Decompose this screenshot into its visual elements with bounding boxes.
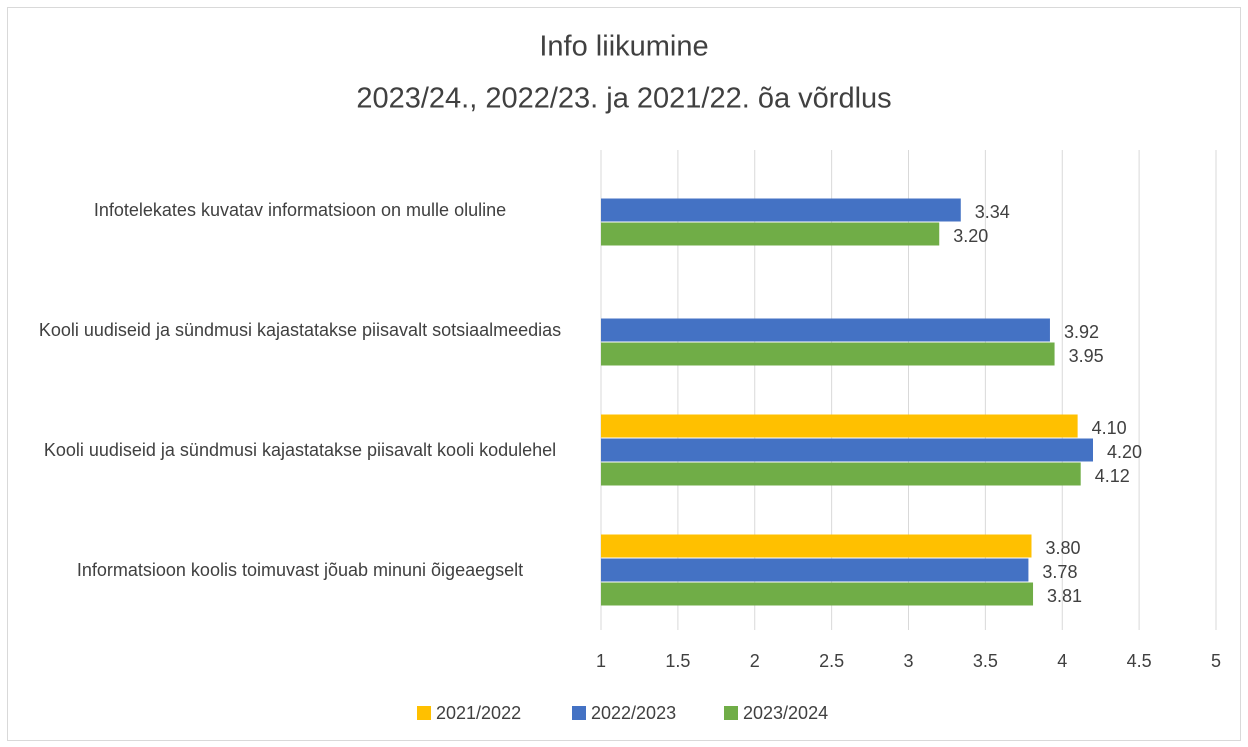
data-label: 3.34 [975, 202, 1010, 222]
data-label: 3.78 [1042, 562, 1077, 582]
data-label: 4.20 [1107, 442, 1142, 462]
chart-title: Info liikumine [539, 31, 708, 63]
legend-label: 2021/2022 [436, 703, 521, 723]
bar [601, 342, 1055, 366]
category-label: Informatsioon koolis toimuvast jõuab min… [76, 560, 524, 580]
bar [601, 534, 1032, 558]
bar [601, 438, 1093, 462]
data-label: 3.92 [1064, 322, 1099, 342]
category-label: Kooli uudiseid ja sündmusi kajastatakse … [43, 440, 557, 460]
bar [601, 198, 961, 222]
legend-swatch [417, 706, 431, 720]
legend-label: 2023/2024 [743, 703, 828, 723]
data-label: 3.80 [1046, 538, 1081, 558]
chart-subtitle: 2023/24., 2022/23. ja 2021/22. õa võrdlu… [356, 83, 891, 115]
data-label: 4.10 [1092, 418, 1127, 438]
x-tick-label: 2.5 [819, 651, 844, 671]
x-tick-label: 1.5 [665, 651, 690, 671]
legend-label: 2022/2023 [591, 703, 676, 723]
x-tick-label: 3.5 [973, 651, 998, 671]
data-label: 4.12 [1095, 466, 1130, 486]
x-tick-label: 5 [1211, 651, 1221, 671]
bar [601, 462, 1081, 486]
chart-frame [7, 7, 1241, 741]
legend-swatch [724, 706, 738, 720]
x-tick-label: 3 [903, 651, 913, 671]
x-tick-label: 2 [750, 651, 760, 671]
data-label: 3.20 [953, 226, 988, 246]
bar [601, 582, 1034, 606]
x-tick-label: 4.5 [1127, 651, 1152, 671]
legend-swatch [572, 706, 586, 720]
x-tick-label: 1 [596, 651, 606, 671]
data-label: 3.81 [1047, 586, 1082, 606]
bar [601, 558, 1029, 582]
bar [601, 414, 1078, 438]
category-label: Kooli uudiseid ja sündmusi kajastatakse … [38, 320, 562, 340]
x-tick-label: 4 [1057, 651, 1067, 671]
category-label: Infotelekates kuvatav informatsioon on m… [93, 200, 507, 220]
data-label: 3.95 [1069, 346, 1104, 366]
bar [601, 318, 1050, 342]
bar [601, 222, 940, 246]
